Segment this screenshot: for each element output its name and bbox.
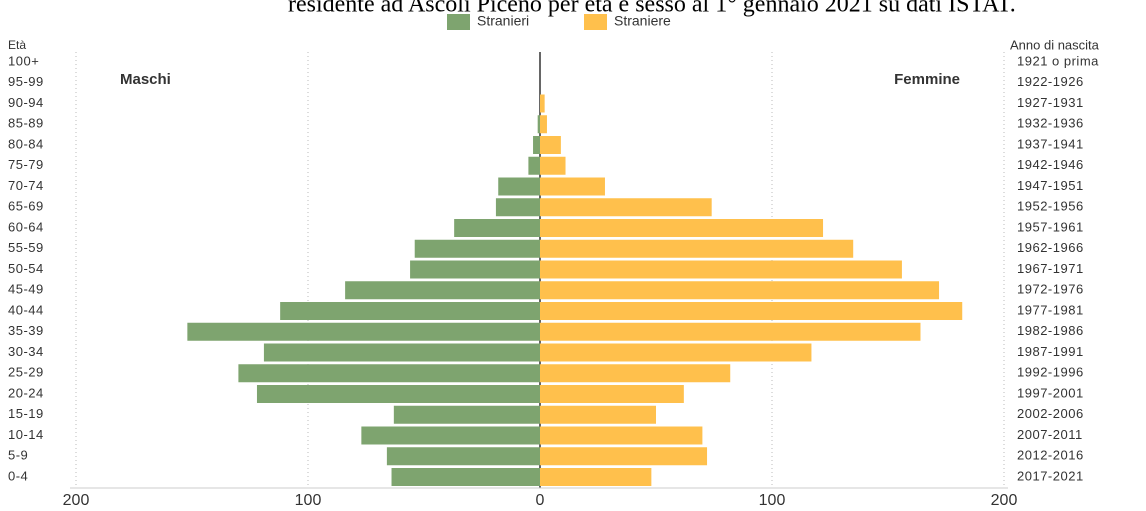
bar [414,239,540,258]
birth-year-label: 1927-1931 [1017,95,1084,110]
age-label: 60-64 [8,219,44,234]
x-tick-label: 200 [63,492,90,509]
birth-year-label: 1932-1936 [1017,116,1084,131]
legend-label: Stranieri [477,13,529,29]
age-label: 85-89 [8,116,44,131]
bar [540,94,545,113]
age-label: 95-99 [8,74,44,89]
bar [454,219,540,237]
birth-year-label: 1962-1966 [1017,240,1084,255]
bar [540,281,940,300]
birth-year-label: 1922-1926 [1017,74,1084,89]
age-label: 25-29 [8,365,44,380]
legend-label: Straniere [614,13,671,29]
birth-year-label: 1957-1961 [1017,219,1084,234]
age-label: 100+ [8,53,39,68]
birth-year-label: 1987-1991 [1017,344,1084,359]
bar [187,322,541,341]
age-label: 5-9 [8,448,28,463]
age-label: 30-34 [8,344,44,359]
bar [540,405,656,424]
x-tick-label: 0 [536,492,545,509]
bar [540,322,921,341]
x-tick-label: 100 [759,492,786,509]
legend-swatch [447,14,470,30]
birth-year-label: 1952-1956 [1017,199,1084,214]
x-tick-label: 200 [991,492,1018,509]
age-label: 50-54 [8,261,44,276]
age-label: 65-69 [8,199,44,214]
bar [391,468,540,486]
age-label: 40-44 [8,302,44,317]
bar [410,260,540,279]
bar [540,115,547,134]
bar [540,468,652,486]
chart-title: residente ad Ascoli Piceno per età e ses… [288,0,1016,18]
y-axis-label-left: Età [8,38,26,52]
bar [540,426,703,445]
x-tick-label: 100 [295,492,322,509]
bar [540,177,605,196]
birth-year-label: 2012-2016 [1017,448,1084,463]
age-label: 20-24 [8,385,44,400]
bar [533,136,540,154]
legend-swatch [584,14,607,30]
age-label: 75-79 [8,157,44,172]
birth-year-label: 2002-2006 [1017,406,1084,421]
bar [386,447,540,466]
age-label: 45-49 [8,282,44,297]
bar [495,198,540,217]
bar [540,198,712,217]
bar [238,364,540,383]
birth-year-label: 1942-1946 [1017,157,1084,172]
birth-year-label: 1977-1981 [1017,302,1084,317]
bar [498,177,540,196]
bar [540,219,824,237]
birth-year-label: 1982-1986 [1017,323,1084,338]
age-label: 10-14 [8,427,44,442]
bar [540,239,854,258]
birth-year-label: 1921 o prima [1017,53,1099,68]
age-label: 35-39 [8,323,44,338]
bar [540,343,812,362]
age-label: 70-74 [8,178,44,193]
y-axis-label-right: Anno di nascita [1010,37,1100,52]
bar [540,156,566,175]
birth-year-label: 2007-2011 [1017,427,1083,442]
annotation-left: Maschi [120,71,171,88]
birth-year-label: 1937-1941 [1017,136,1084,151]
bar [540,302,963,320]
annotation-right: Femmine [894,71,960,88]
bar [280,302,540,320]
bar [256,385,540,403]
bar [345,281,540,300]
bar [540,447,708,466]
age-label: 90-94 [8,95,44,110]
birth-year-label: 1947-1951 [1017,178,1084,193]
birth-year-label: 2017-2021 [1017,468,1084,483]
birth-year-label: 1992-1996 [1017,365,1084,380]
birth-year-label: 1972-1976 [1017,282,1084,297]
bar [537,115,540,134]
bar [540,136,561,154]
birth-year-label: 1997-2001 [1017,385,1084,400]
bar [540,385,684,403]
age-label: 0-4 [8,468,28,483]
bar [361,426,540,445]
bar [540,364,731,383]
bar [540,260,902,279]
bar [393,405,540,424]
bar [528,156,540,175]
age-label: 55-59 [8,240,44,255]
age-label: 15-19 [8,406,44,421]
bar [263,343,540,362]
age-label: 80-84 [8,136,44,151]
birth-year-label: 1967-1971 [1017,261,1084,276]
